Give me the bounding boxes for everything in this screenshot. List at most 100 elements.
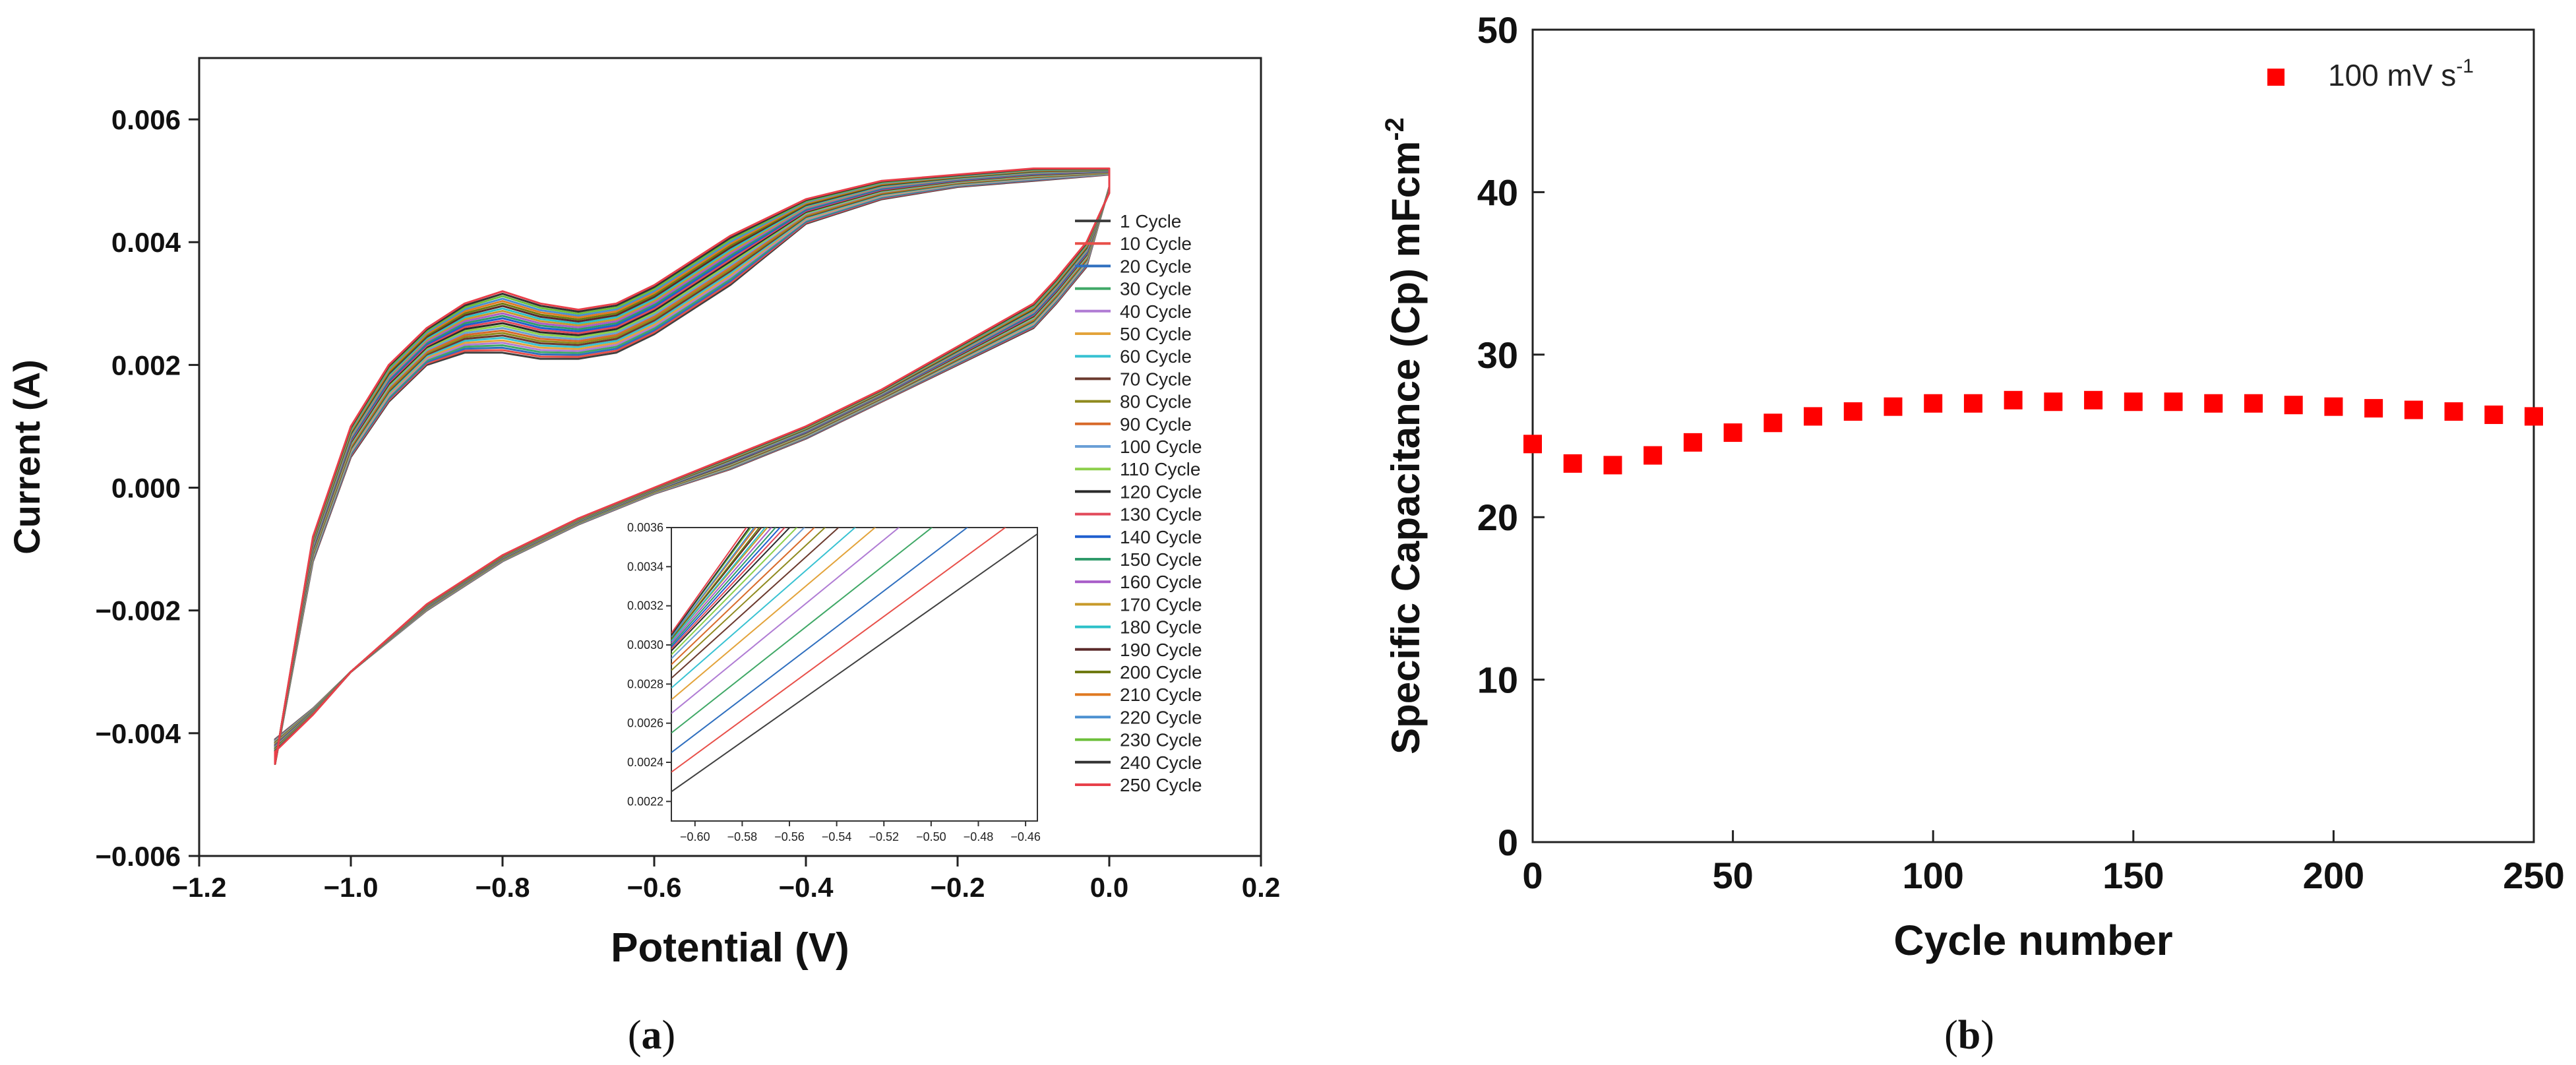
panel-a-inset-line (671, 528, 816, 665)
panel-a-x-tick-label: −0.2 (931, 872, 985, 903)
panel-a-inset-x-tick-label: −0.46 (1010, 830, 1041, 843)
panel-a-inset-line (671, 528, 840, 679)
panel-a-inset-line (671, 528, 826, 671)
panel-a-legend-label: 120 Cycle (1120, 481, 1202, 502)
panel-b-data-point (1723, 423, 1742, 442)
panel-a-inset: −0.60 −0.58 −0.56 −0.54 −0.52 −0.50 −0.48 −0.46… (627, 521, 1041, 843)
panel-a-inset-x-tick-label: −0.52 (869, 830, 899, 843)
panel-a-y-axis-title: Current (A) (6, 359, 47, 555)
panel-a-inset-line (671, 528, 798, 655)
panel-a-legend-label: 40 Cycle (1120, 301, 1192, 322)
panel-a-inset-y-tick-label: 0.0024 (627, 756, 663, 769)
panel-b-data-point (1603, 456, 1622, 475)
panel-a-legend-label: 160 Cycle (1120, 572, 1202, 592)
panel-a-inset-line (671, 528, 752, 636)
panel-b-data-point (1884, 397, 1903, 416)
panel-a-legend-label: 140 Cycle (1120, 527, 1202, 547)
panel-b-y-axis-title: Specific Capacitance (Cp) mFcm-2 (1380, 117, 1428, 754)
panel-b-data-point (2484, 405, 2503, 424)
panel-a-legend-label: 10 Cycle (1120, 233, 1192, 254)
panel-b-y-tick-label: 20 (1477, 497, 1518, 538)
panel-a-legend-label: 170 Cycle (1120, 594, 1202, 615)
panel-b-data-point (2324, 397, 2343, 416)
panel-a-inset-line (671, 528, 786, 650)
panel-a-inset-x-tick-label: −0.60 (680, 830, 710, 843)
panel-a-cv-curve (274, 167, 1111, 765)
panel-a-inset-y-tick-label: 0.0032 (627, 599, 663, 613)
panel-b-data-point (1763, 413, 1783, 433)
panel-b-data-point (2124, 392, 2143, 411)
panel-a-x-tick-label: −0.4 (779, 872, 834, 903)
panel-a-inset-line (671, 528, 1007, 773)
panel-b-data-point (2004, 390, 2023, 410)
panel-a-legend-label: 250 Cycle (1120, 775, 1202, 795)
panel-a-legend-label: 90 Cycle (1120, 414, 1192, 435)
panel-a-x-tick-label: 0.0 (1090, 872, 1128, 903)
panel-a-x-tick-label: −1.2 (172, 872, 227, 903)
panel-b-data-point (1963, 394, 1982, 413)
panel-a-inset-y-tick-label: 0.0022 (627, 795, 663, 808)
panel-b-data-point (1643, 446, 1663, 465)
panel-a-y-tick-label: −0.006 (95, 841, 181, 872)
panel-a-x-tick-label: −1.0 (324, 872, 379, 903)
panel-a-inset-line (671, 528, 806, 659)
panel-a-legend-label: 130 Cycle (1120, 504, 1202, 525)
panel-b-y-ticks: 0 10 20 30 40 50 (1477, 9, 1545, 863)
panel-b-data-point (2164, 392, 2183, 411)
panel-b-x-ticks: 0 50 100 150 200 250 (1522, 830, 2565, 896)
panel-a-inset-line (671, 528, 768, 642)
panel-a-inset-x-tick-label: −0.54 (822, 830, 852, 843)
panel-a-legend-label: 20 Cycle (1120, 256, 1192, 276)
panel-a-legend-label: 60 Cycle (1120, 346, 1192, 367)
panel-b-data-point (2404, 400, 2423, 419)
panel-a-inset-x-tick-label: −0.48 (964, 830, 994, 843)
panel-b-y-tick-label: 50 (1477, 9, 1518, 51)
panel-a-legend-label: 180 Cycle (1120, 617, 1202, 638)
panel-b-data-point (2284, 396, 2303, 415)
panel-a-x-tick-label: 0.2 (1242, 872, 1280, 903)
panel-a-y-tick-label: 0.002 (111, 350, 181, 380)
panel-b-capacitance-chart: 0 50 100 150 200 250 0 10 20 30 40 50 Cycle number… (1380, 9, 2565, 1058)
panel-a-legend-label: 150 Cycle (1120, 549, 1202, 570)
panel-a-inset-x-tick-label: −0.56 (774, 830, 805, 843)
panel-a-y-ticks: −0.006 −0.004 −0.002 0.000 0.002 0.004 0.006 (95, 104, 199, 872)
panel-a-legend-label: 210 Cycle (1120, 685, 1202, 705)
panel-a-inset-y-tick-label: 0.0026 (627, 717, 663, 730)
panel-a-y-tick-label: 0.004 (111, 227, 181, 258)
panel-a-inset-line (671, 528, 782, 648)
panel-a-inset-line (671, 528, 766, 642)
panel-b-data-point (2044, 392, 2063, 411)
panel-b-data-point (2084, 390, 2103, 410)
panel-b-y-tick-label: 40 (1477, 171, 1518, 213)
panel-b-legend-marker (2267, 69, 2285, 86)
panel-a-inset-line (671, 533, 1037, 793)
panel-b-x-axis-title: Cycle number (1893, 917, 2172, 964)
panel-a-x-tick-label: −0.6 (627, 872, 682, 903)
panel-a-inset-line (671, 528, 969, 753)
panel-a-inset-line (671, 528, 760, 640)
panel-a-inset-line (671, 528, 791, 652)
panel-a-legend-label: 220 Cycle (1120, 707, 1202, 727)
panel-a-legend-label: 30 Cycle (1120, 279, 1192, 299)
panel-b-data-point (2525, 407, 2543, 426)
panel-a-label: (a) (628, 1013, 675, 1058)
panel-b-data-point (1804, 407, 1823, 426)
panel-a-inset-line (671, 528, 772, 644)
panel-b-data-point (1924, 394, 1943, 413)
panel-a-cv-curves (274, 167, 1111, 765)
panel-b-data-point (1843, 402, 1862, 421)
panel-b-x-tick-label: 50 (1712, 855, 1753, 896)
panel-a-x-ticks: −1.2 −1.0 −0.8 −0.6 −0.4 −0.2 0.0 0.2 (172, 856, 1280, 903)
panel-a-legend-label: 190 Cycle (1120, 640, 1202, 660)
panel-a-inset-line (671, 528, 755, 638)
panel-b-data-point (2364, 399, 2383, 418)
panel-b-data-point (2444, 402, 2463, 421)
panel-b-plot-frame (1531, 28, 2535, 843)
panel-a-legend-label: 80 Cycle (1120, 392, 1192, 412)
panel-b-x-tick-label: 200 (2303, 855, 2364, 896)
panel-b-data-point (2244, 394, 2263, 413)
panel-a-y-tick-label: 0.006 (111, 104, 181, 135)
panel-a-legend-label: 70 Cycle (1120, 369, 1192, 389)
